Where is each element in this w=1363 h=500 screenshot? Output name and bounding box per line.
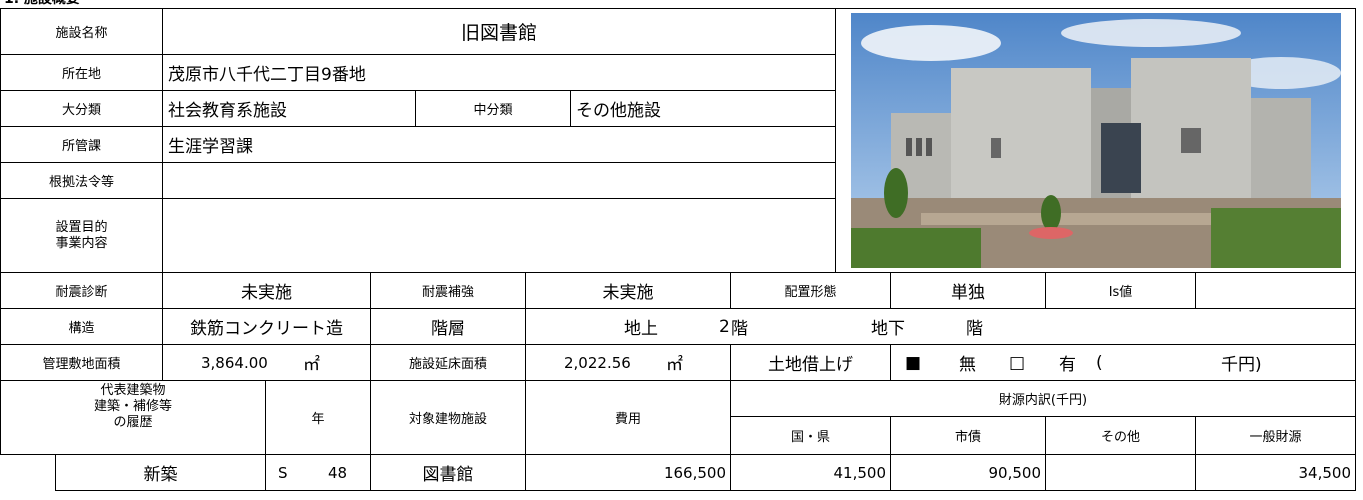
value: 地上: [624, 319, 658, 339]
building-photo: [850, 13, 1341, 268]
label: 財源内訳(千円): [730, 380, 1356, 417]
empty-cell: [162, 162, 836, 199]
unit: ㎡: [303, 355, 320, 375]
label: 土地借上げ: [730, 344, 891, 381]
value: 新築: [55, 454, 266, 491]
label-line: 代表建築物: [100, 383, 166, 398]
label: 設置目的 事業内容: [0, 198, 163, 273]
label: 耐震補強: [370, 272, 526, 309]
label: 管理敷地面積: [0, 344, 163, 381]
value: 41,500: [730, 454, 891, 491]
label: 所在地: [0, 54, 163, 91]
label-line: 設置目的: [55, 219, 108, 235]
label: 階層: [370, 308, 526, 345]
value: 2,022.56: [564, 353, 631, 372]
label: 年: [265, 380, 371, 455]
option: 有: [1059, 355, 1076, 375]
label: 施設名称: [0, 8, 163, 55]
section-title: 1. 施設概要: [4, 0, 80, 8]
empty-cell: [162, 198, 836, 273]
value: その他施設: [570, 90, 836, 127]
label: 対象建物施設: [370, 380, 526, 455]
label-line: 事業内容: [55, 235, 108, 251]
value: 階: [966, 319, 983, 339]
value: 未実施: [162, 272, 371, 309]
label: 中分類: [415, 90, 571, 127]
empty-cell: [1195, 272, 1356, 309]
label: 市債: [890, 416, 1046, 455]
label: 費用: [525, 380, 731, 455]
value: 166,500: [525, 454, 731, 491]
value: 90,500: [890, 454, 1046, 491]
value: 未実施: [525, 272, 731, 309]
label: 構造: [0, 308, 163, 345]
value: 単独: [890, 272, 1046, 309]
floors-cell: 地上 2 階 地下 階: [525, 308, 1356, 345]
value: 鉄筋コンクリート造: [162, 308, 371, 345]
label: 配置形態: [730, 272, 891, 309]
checkbox: □: [1009, 352, 1026, 373]
label: 大分類: [0, 90, 163, 127]
label: 国・県: [730, 416, 891, 455]
label: 所管課: [0, 126, 163, 163]
checkbox: ■: [905, 352, 922, 373]
photo-cell: [835, 8, 1356, 273]
value: 3,864.00: [201, 353, 268, 372]
label: その他: [1045, 416, 1196, 455]
value: 茂原市八千代二丁目9番地: [162, 54, 836, 91]
facility-name: 旧図書館: [162, 8, 836, 55]
value: 34,500: [1195, 454, 1356, 491]
value: [1045, 454, 1196, 491]
year: 48: [328, 463, 348, 482]
value: 社会教育系施設: [162, 90, 416, 127]
value: 生涯学習課: [162, 126, 836, 163]
label: 施設延床面積: [370, 344, 526, 381]
unit: 千円): [1221, 355, 1262, 375]
value: 3,864.00 ㎡: [162, 344, 371, 381]
value: 2,022.56 ㎡: [525, 344, 731, 381]
unit: ㎡: [666, 355, 683, 375]
value: 地下: [871, 319, 905, 339]
era: S: [278, 463, 288, 482]
label: 一般財源: [1195, 416, 1356, 455]
value: 図書館: [370, 454, 526, 491]
label: 代表建築物 建築・補修等 の履歴: [0, 380, 266, 455]
option: 無: [959, 355, 976, 375]
label-line: の履歴: [113, 415, 153, 430]
value: 2: [719, 316, 730, 337]
label: Is値: [1045, 272, 1196, 309]
year-cell: S 48: [265, 454, 371, 491]
paren: (: [1096, 352, 1103, 373]
label: 根拠法令等: [0, 162, 163, 199]
value: 階: [731, 319, 748, 339]
label: 耐震診断: [0, 272, 163, 309]
lease-cell: ■ 無 □ 有 ( 千円): [890, 344, 1356, 381]
label-line: 建築・補修等: [93, 399, 172, 414]
